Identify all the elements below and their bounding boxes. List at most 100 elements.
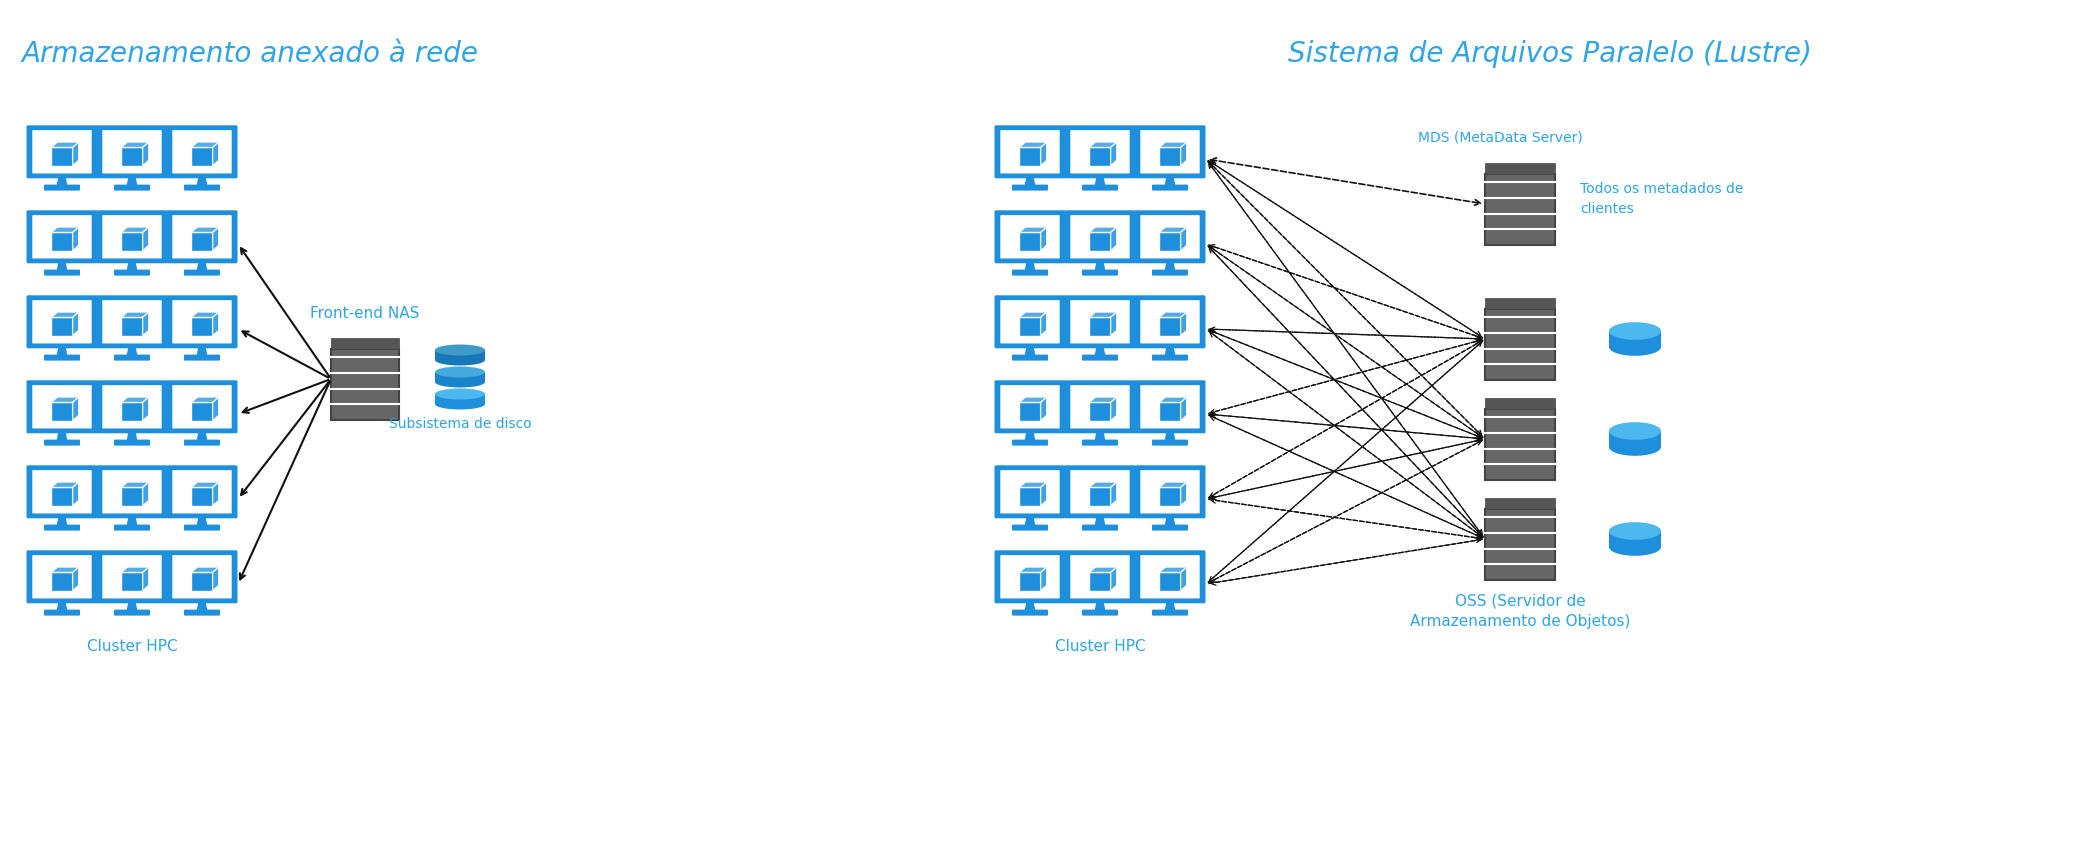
FancyBboxPatch shape: [103, 301, 162, 344]
FancyBboxPatch shape: [1083, 184, 1118, 190]
FancyBboxPatch shape: [1135, 126, 1206, 178]
Polygon shape: [1160, 397, 1187, 402]
FancyBboxPatch shape: [44, 610, 80, 616]
FancyBboxPatch shape: [172, 385, 231, 429]
FancyBboxPatch shape: [172, 301, 231, 344]
Polygon shape: [1024, 517, 1036, 526]
Polygon shape: [1089, 318, 1110, 335]
FancyBboxPatch shape: [185, 440, 220, 446]
FancyBboxPatch shape: [113, 184, 149, 190]
FancyBboxPatch shape: [113, 440, 149, 446]
Polygon shape: [1160, 228, 1187, 233]
FancyBboxPatch shape: [103, 470, 162, 514]
FancyBboxPatch shape: [994, 550, 1066, 604]
FancyBboxPatch shape: [44, 184, 80, 190]
Polygon shape: [73, 482, 80, 506]
Text: Cluster HPC: Cluster HPC: [1055, 639, 1146, 654]
Polygon shape: [143, 312, 149, 335]
Polygon shape: [122, 397, 149, 402]
Polygon shape: [1020, 567, 1047, 572]
Ellipse shape: [1609, 522, 1662, 540]
FancyBboxPatch shape: [1070, 385, 1129, 429]
Polygon shape: [434, 350, 485, 360]
FancyBboxPatch shape: [172, 215, 231, 258]
FancyBboxPatch shape: [31, 385, 92, 429]
Polygon shape: [122, 487, 143, 506]
Polygon shape: [1089, 142, 1116, 148]
FancyBboxPatch shape: [1152, 525, 1187, 531]
Ellipse shape: [434, 355, 485, 366]
Polygon shape: [191, 402, 212, 421]
Polygon shape: [1181, 482, 1187, 506]
FancyBboxPatch shape: [1141, 470, 1200, 514]
Polygon shape: [1095, 261, 1106, 271]
Polygon shape: [1181, 312, 1187, 335]
Polygon shape: [1181, 142, 1187, 166]
FancyBboxPatch shape: [1083, 270, 1118, 276]
Polygon shape: [1089, 487, 1110, 506]
Polygon shape: [191, 567, 218, 572]
Polygon shape: [1160, 142, 1187, 148]
FancyBboxPatch shape: [1485, 163, 1555, 175]
FancyBboxPatch shape: [1135, 550, 1206, 604]
Ellipse shape: [1609, 323, 1662, 340]
FancyBboxPatch shape: [1135, 211, 1206, 263]
Polygon shape: [1095, 602, 1106, 610]
Polygon shape: [122, 228, 149, 233]
Polygon shape: [1095, 177, 1106, 186]
FancyBboxPatch shape: [994, 211, 1066, 263]
FancyBboxPatch shape: [31, 130, 92, 173]
FancyBboxPatch shape: [1064, 550, 1135, 604]
Polygon shape: [191, 487, 212, 506]
Polygon shape: [126, 261, 136, 271]
Polygon shape: [1160, 148, 1181, 166]
Polygon shape: [143, 142, 149, 166]
FancyBboxPatch shape: [1485, 175, 1555, 245]
FancyBboxPatch shape: [1011, 355, 1049, 361]
FancyBboxPatch shape: [1064, 295, 1135, 348]
FancyBboxPatch shape: [27, 465, 97, 518]
Polygon shape: [50, 487, 73, 506]
Polygon shape: [191, 142, 218, 148]
FancyBboxPatch shape: [1141, 130, 1200, 173]
Polygon shape: [1089, 233, 1110, 250]
FancyBboxPatch shape: [172, 470, 231, 514]
FancyBboxPatch shape: [97, 380, 168, 433]
FancyBboxPatch shape: [31, 470, 92, 514]
Polygon shape: [143, 567, 149, 591]
FancyBboxPatch shape: [1485, 310, 1555, 380]
FancyBboxPatch shape: [1135, 465, 1206, 518]
FancyBboxPatch shape: [1141, 385, 1200, 429]
FancyBboxPatch shape: [166, 380, 237, 433]
Polygon shape: [1110, 397, 1116, 421]
Polygon shape: [122, 318, 143, 335]
FancyBboxPatch shape: [1152, 184, 1187, 190]
Polygon shape: [73, 228, 80, 250]
Polygon shape: [1164, 261, 1175, 271]
Polygon shape: [57, 602, 67, 610]
FancyBboxPatch shape: [1011, 270, 1049, 276]
Polygon shape: [1020, 402, 1041, 421]
FancyBboxPatch shape: [331, 350, 399, 420]
Polygon shape: [212, 312, 218, 335]
Polygon shape: [126, 517, 136, 526]
Polygon shape: [1609, 331, 1662, 347]
FancyBboxPatch shape: [185, 355, 220, 361]
FancyBboxPatch shape: [31, 301, 92, 344]
FancyBboxPatch shape: [185, 525, 220, 531]
Polygon shape: [122, 482, 149, 487]
FancyBboxPatch shape: [1070, 301, 1129, 344]
FancyBboxPatch shape: [1001, 130, 1059, 173]
FancyBboxPatch shape: [1083, 355, 1118, 361]
FancyBboxPatch shape: [1070, 470, 1129, 514]
Polygon shape: [1041, 567, 1047, 591]
Polygon shape: [197, 346, 208, 356]
Polygon shape: [50, 402, 73, 421]
Polygon shape: [191, 228, 218, 233]
Polygon shape: [50, 572, 73, 591]
Polygon shape: [197, 432, 208, 441]
Text: Front-end NAS: Front-end NAS: [311, 306, 420, 321]
Polygon shape: [1024, 432, 1036, 441]
FancyBboxPatch shape: [166, 126, 237, 178]
Ellipse shape: [1609, 338, 1662, 356]
